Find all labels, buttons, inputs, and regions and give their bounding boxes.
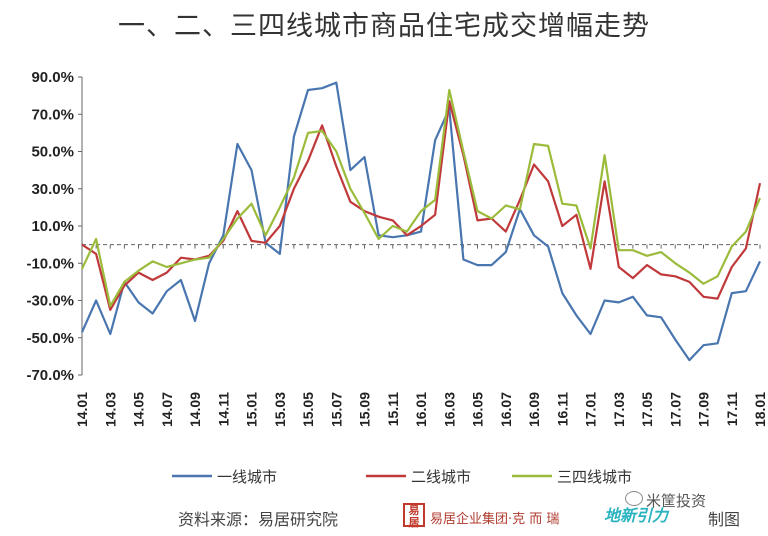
legend: 一线城市 二线城市 三四线城市 [172,468,632,486]
legend-label: 三四线城市 [557,468,632,486]
series-line [81,100,762,311]
x-tick-label: 18.01 [752,392,768,427]
y-tick-label: 50.0% [31,144,74,161]
x-tick-label: 16.05 [470,392,486,427]
chart-title: 一、二、三四线城市商品住宅成交增幅走势 [118,11,650,42]
x-tick-label: 17.01 [583,392,599,427]
x-tick-label: 15.03 [272,392,288,427]
y-tick-label: -50.0% [26,330,74,347]
y-tick-label: 30.0% [31,181,74,198]
company-logo-mark: 易居 [403,503,425,529]
x-tick-label: 17.05 [639,392,655,427]
x-tick-label: 16.07 [498,392,514,427]
x-tick-label: 16.09 [526,392,542,427]
x-tick-label: 14.11 [215,392,231,426]
x-tick-label: 17.09 [696,392,712,427]
watermark: 米筐投资 [646,492,707,510]
x-axis: 14.01 14.03 14.05 14.07 14.09 14.11 15.01 15.03… [74,244,768,427]
y-tick-label: -70.0% [26,367,74,384]
y-tick-label: -30.0% [26,293,74,310]
y-tick-label: 10.0% [31,218,74,235]
x-tick-label: 16.11 [554,392,570,426]
legend-label: 二线城市 [411,468,471,486]
y-tick-label: -10.0% [26,255,74,272]
x-tick-label: 16.03 [441,392,457,427]
x-tick-label: 14.03 [102,392,118,427]
y-tick-label: 90.0% [31,69,74,86]
x-tick-label: 17.07 [667,392,683,427]
wechat-icon [625,491,643,506]
company-name: 易居企业集团·克 而 瑞 [430,512,560,527]
x-tick-label: 17.11 [724,392,740,426]
made-by-label: 制图 [708,510,741,529]
series-line [80,81,761,362]
legend-label: 一线城市 [217,468,277,486]
series-lines [80,81,762,362]
x-tick-label: 15.09 [357,392,373,427]
x-tick-label: 16.01 [413,392,429,427]
x-tick-label: 14.01 [74,392,90,427]
x-tick-label: 15.11 [385,392,401,426]
y-tick-label: 70.0% [31,106,74,123]
x-tick-label: 14.05 [131,392,147,427]
x-tick-label: 14.09 [187,392,203,427]
x-tick-label: 15.05 [300,392,316,427]
source-note: 资料来源：易居研究院 [178,510,339,529]
x-tick-label: 14.07 [159,392,175,427]
partner-logo: 地新引力 [604,506,669,525]
y-axis: 90.0% 70.0% 50.0% 30.0% 10.0% -10.0% -30.0% -50… [26,69,83,384]
x-tick-label: 15.07 [328,392,344,427]
series-line [81,88,762,308]
x-tick-label: 17.03 [611,392,627,427]
x-tick-label: 15.01 [244,392,260,427]
